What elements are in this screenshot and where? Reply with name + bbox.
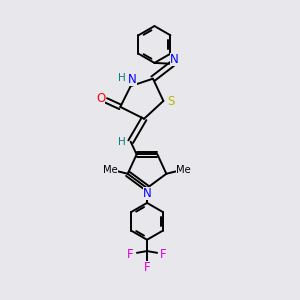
Text: O: O: [96, 92, 105, 105]
Text: H: H: [118, 73, 126, 83]
Text: N: N: [170, 53, 179, 66]
Text: F: F: [127, 248, 134, 260]
Text: N: N: [143, 187, 152, 200]
Text: F: F: [144, 262, 150, 275]
Text: H: H: [118, 137, 126, 147]
Text: F: F: [160, 248, 167, 260]
Text: S: S: [167, 95, 175, 108]
Text: Me: Me: [176, 165, 191, 175]
Text: N: N: [128, 73, 136, 86]
Text: Me: Me: [103, 165, 118, 175]
